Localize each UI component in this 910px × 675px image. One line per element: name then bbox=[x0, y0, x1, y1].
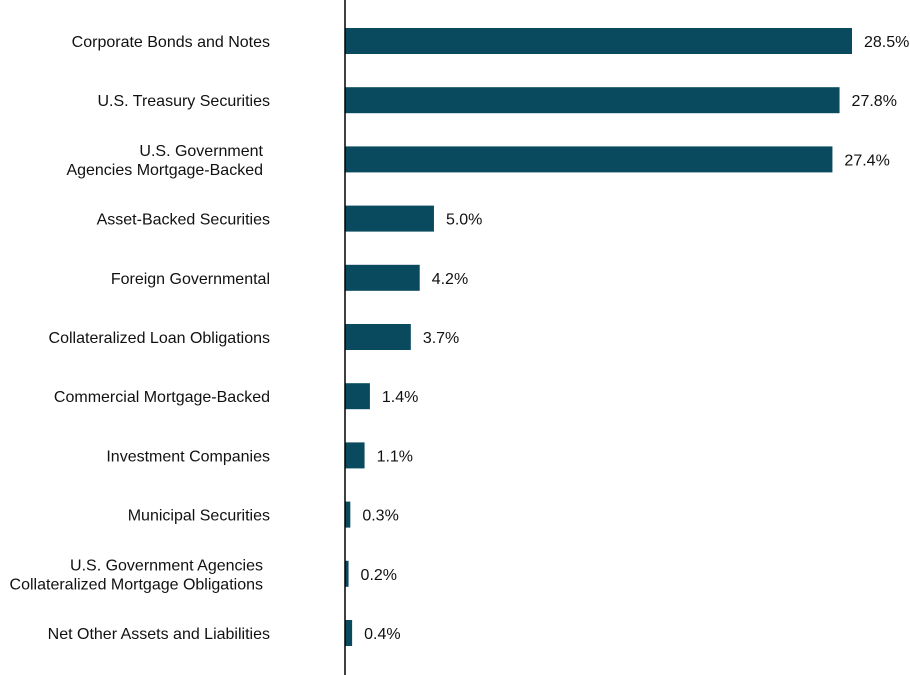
category-label: Asset-Backed Securities bbox=[97, 212, 270, 229]
value-label: 1.4% bbox=[382, 389, 418, 406]
bars-group bbox=[345, 28, 852, 646]
category-label: U.S. Government bbox=[139, 143, 263, 160]
category-label: Municipal Securities bbox=[128, 508, 270, 525]
value-label: 4.2% bbox=[432, 271, 468, 288]
bar bbox=[345, 620, 353, 646]
category-label: Collateralized Loan Obligations bbox=[49, 330, 270, 347]
category-label: Investment Companies bbox=[106, 448, 270, 465]
value-label: 0.2% bbox=[361, 567, 397, 584]
value-label: 0.4% bbox=[364, 626, 400, 643]
bar bbox=[345, 442, 365, 469]
bar bbox=[345, 205, 434, 232]
value-label: 1.1% bbox=[377, 448, 413, 465]
bar bbox=[345, 324, 411, 350]
bar bbox=[345, 560, 349, 587]
category-label: U.S. Government Agencies bbox=[70, 557, 263, 574]
category-label: Net Other Assets and Liabilities bbox=[48, 626, 270, 643]
category-label: Foreign Governmental bbox=[111, 271, 270, 288]
category-label: U.S. Treasury Securities bbox=[98, 93, 271, 110]
category-labels: Corporate Bonds and Notes U.S. Treasury S… bbox=[10, 34, 270, 643]
value-label: 3.7% bbox=[423, 330, 459, 347]
bar bbox=[345, 87, 840, 114]
category-label: Collateralized Mortgage Obligations bbox=[10, 576, 263, 593]
value-label: 0.3% bbox=[362, 508, 398, 525]
value-label: 27.4% bbox=[844, 152, 889, 169]
bar bbox=[345, 264, 420, 291]
bar bbox=[345, 501, 351, 528]
value-label: 5.0% bbox=[446, 212, 482, 229]
bar bbox=[345, 146, 833, 173]
value-labels: 28.5% 27.8% 27.4% 5.0% 4.2% 3.7% 1.4% 1.1% 0.3% 0… bbox=[361, 34, 910, 643]
category-label: Commercial Mortgage-Backed bbox=[54, 389, 270, 406]
category-label: Agencies Mortgage-Backed bbox=[66, 162, 263, 179]
bar bbox=[345, 28, 852, 54]
value-label: 28.5% bbox=[864, 34, 909, 51]
bar bbox=[345, 383, 370, 410]
category-label: Corporate Bonds and Notes bbox=[72, 34, 270, 51]
value-label: 27.8% bbox=[852, 93, 897, 110]
